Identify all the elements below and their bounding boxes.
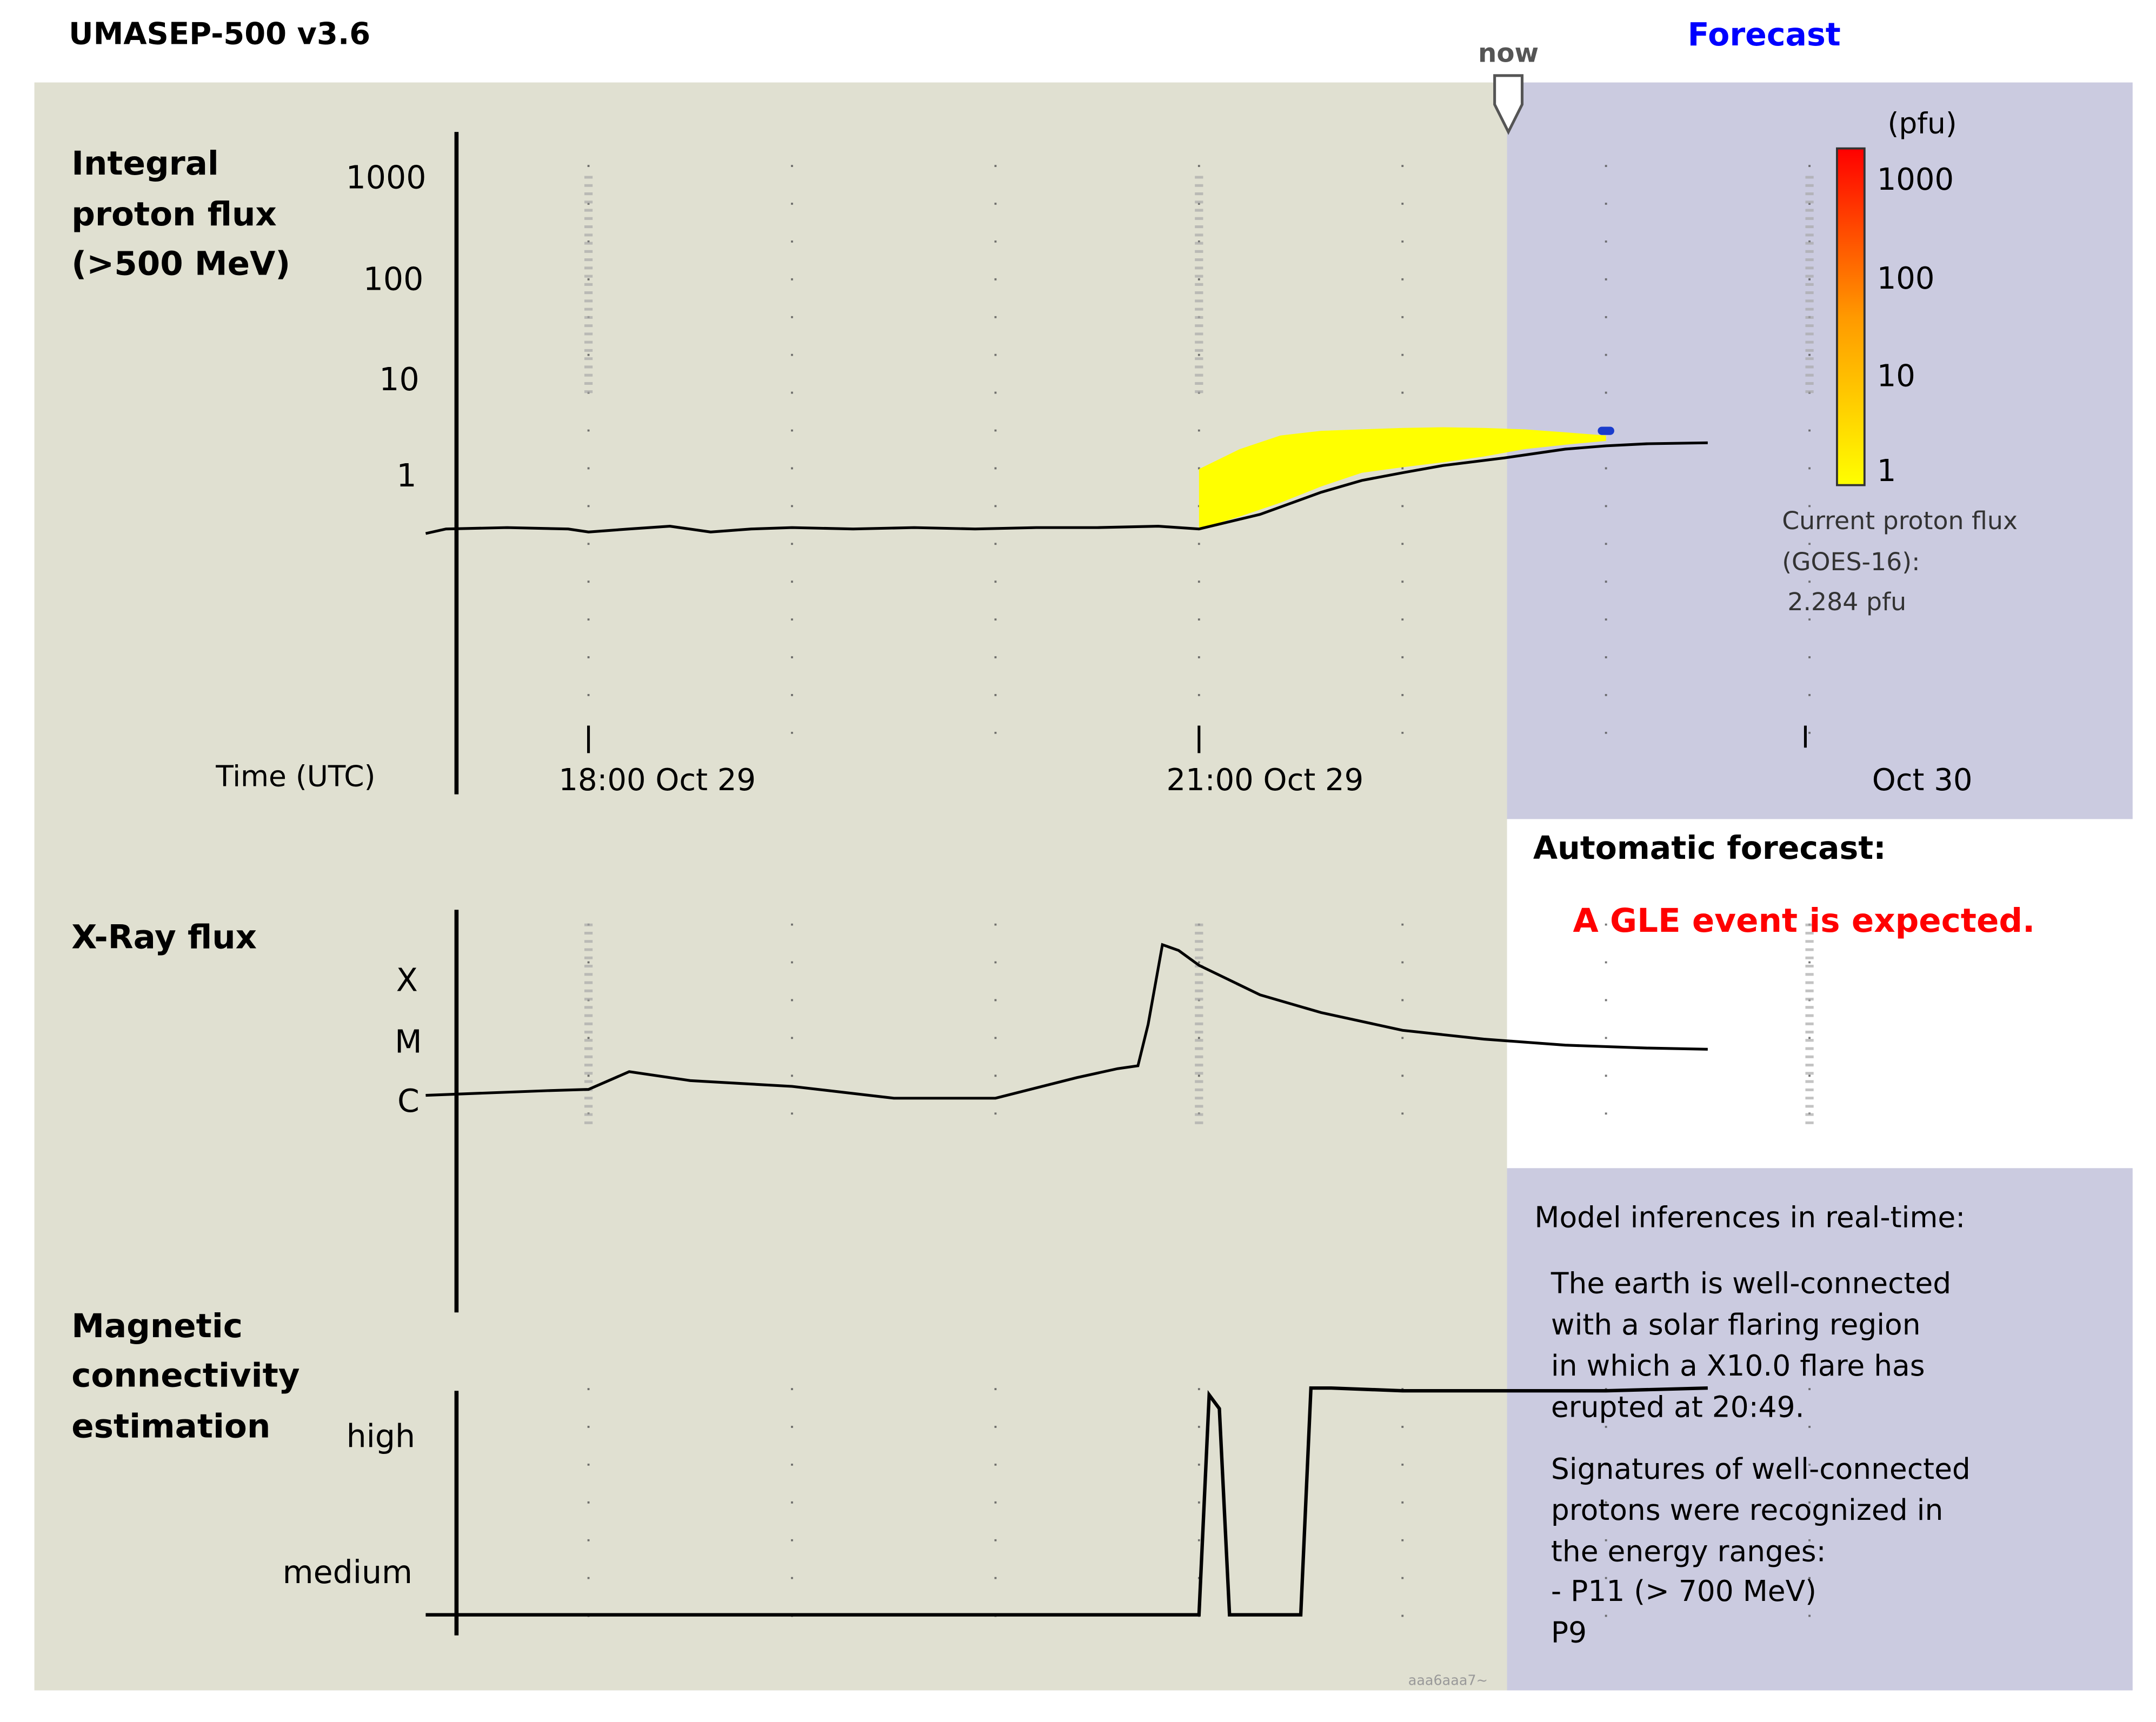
proton-flux-line xyxy=(425,441,1708,535)
proton-y-tick-1000: 1000 xyxy=(346,159,427,196)
plot-background xyxy=(34,82,1507,1691)
current-flux-text: Current proton flux (GOES-16): 2.284 pfu xyxy=(1782,506,2018,616)
time-tick-marks xyxy=(587,725,1807,753)
inferences-paragraph-2: Signatures of well-connected protons wer… xyxy=(1551,1452,1971,1650)
inference-2-line-2: protons were recognized in xyxy=(1551,1493,1943,1527)
magnetic-title-line-3: estimation xyxy=(71,1407,270,1446)
xray-title: X-Ray flux xyxy=(71,918,257,956)
watermark: aaa6aaa7~ xyxy=(1408,1672,1488,1688)
current-flux-line-3: 2.284 pfu xyxy=(1787,588,1906,616)
now-label: now xyxy=(1478,38,1539,68)
forecast-uncertainty-band xyxy=(1199,427,1606,529)
proton-y-tick-labels: 1000 100 10 1 xyxy=(346,159,427,494)
magnetic-title: Magnetic connectivity estimation xyxy=(71,1307,300,1446)
inference-2-line-5: P9 xyxy=(1551,1616,1587,1650)
inference-1-line-4: erupted at 20:49. xyxy=(1551,1390,1805,1424)
time-axis-label: Time (UTC) xyxy=(215,759,375,793)
proton-title-line-1: Integral xyxy=(71,144,219,183)
time-tick-18-00: 18:00 Oct 29 xyxy=(558,763,756,798)
proton-y-tick-1: 1 xyxy=(396,457,416,494)
inference-1-line-2: with a solar flaring region xyxy=(1551,1307,1921,1341)
inference-1-line-3: in which a X10.0 flare has xyxy=(1551,1349,1925,1383)
now-marker xyxy=(1493,74,1524,135)
proton-y-tick-10: 10 xyxy=(379,361,419,398)
xray-tick-m: M xyxy=(395,1024,422,1060)
proton-flux-title: Integral proton flux (>500 MeV) xyxy=(71,144,290,283)
proton-title-line-2: proton flux xyxy=(71,195,277,233)
colorbar-tick-10: 10 xyxy=(1877,359,1915,394)
time-tick-labels: 18:00 Oct 29 21:00 Oct 29 Oct 30 xyxy=(558,763,1972,798)
forecast-panel-background xyxy=(1507,82,2133,819)
forecast-title: Forecast xyxy=(1688,16,1841,53)
xray-y-tick-labels: X M C xyxy=(395,962,422,1119)
inferences-heading: Model inferences in real-time: xyxy=(1534,1200,1965,1234)
forecast-marker xyxy=(1598,426,1614,435)
colorbar-unit: (pfu) xyxy=(1888,106,1957,141)
inferences-panel-background xyxy=(1507,1168,2133,1691)
magnetic-connectivity-plot xyxy=(425,1386,1708,1617)
proton-y-tick-100: 100 xyxy=(363,261,424,298)
colorbar-tick-labels: 1000 100 10 1 xyxy=(1877,162,1954,489)
magnetic-y-tick-labels: high medium xyxy=(283,1418,415,1591)
magnetic-tick-high: high xyxy=(347,1418,416,1454)
time-tick-oct-30: Oct 30 xyxy=(1872,763,1973,798)
xray-flux-line xyxy=(425,943,1708,1100)
magnetic-connectivity-line xyxy=(425,1386,1708,1617)
magnetic-title-line-1: Magnetic xyxy=(71,1307,243,1345)
current-flux-line-2: (GOES-16): xyxy=(1782,548,1920,576)
proton-flux-plot xyxy=(425,426,1708,535)
automatic-forecast-heading: Automatic forecast: xyxy=(1533,830,1886,866)
forecast-message: A GLE event is expected. xyxy=(1573,902,2035,940)
colorbar-tick-100: 100 xyxy=(1877,261,1935,296)
current-flux-line-1: Current proton flux xyxy=(1782,506,2018,535)
time-gridlines xyxy=(584,165,1814,1622)
colorbar-tick-1: 1 xyxy=(1877,453,1897,489)
xray-flux-plot xyxy=(425,943,1708,1100)
magnetic-tick-medium: medium xyxy=(283,1554,412,1591)
colorbar-tick-1000: 1000 xyxy=(1877,162,1954,197)
inference-2-line-1: Signatures of well-connected xyxy=(1551,1452,1971,1486)
inference-2-line-4: - P11 (> 700 MeV) xyxy=(1551,1574,1816,1608)
inference-2-line-3: the energy ranges: xyxy=(1551,1534,1826,1569)
inference-1-line-1: The earth is well-connected xyxy=(1551,1266,1951,1300)
xray-tick-c: C xyxy=(397,1083,420,1119)
time-tick-21-00: 21:00 Oct 29 xyxy=(1167,763,1364,798)
colorbar xyxy=(1836,147,1866,486)
magnetic-title-line-2: connectivity xyxy=(71,1357,300,1395)
app-title: UMASEP-500 v3.6 xyxy=(69,16,370,51)
inferences-paragraph-1: The earth is well-connected with a solar… xyxy=(1551,1266,1951,1424)
xray-tick-x: X xyxy=(396,962,418,998)
proton-title-line-3: (>500 MeV) xyxy=(71,245,290,283)
